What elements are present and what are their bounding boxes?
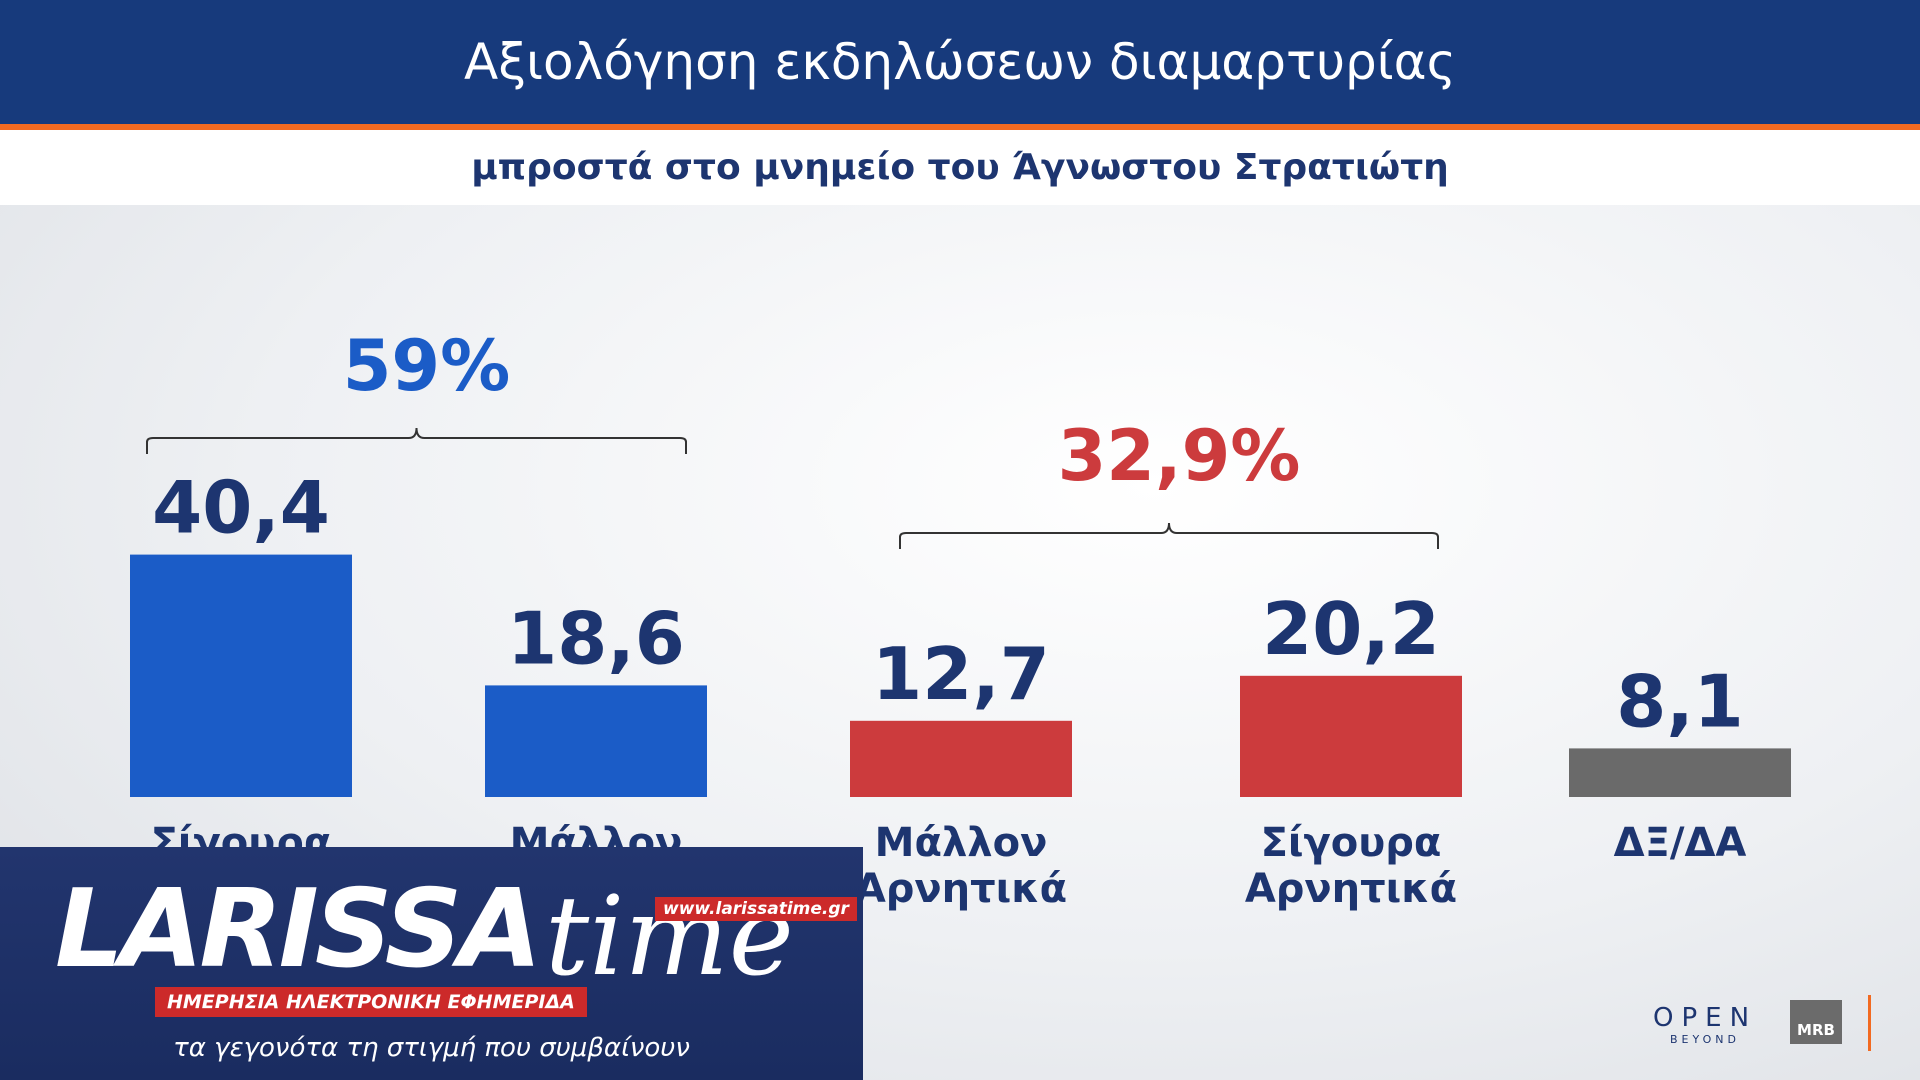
logo-script: time [545,872,794,1000]
value-label: 20,2 [1262,587,1440,671]
brand-mrb: MRB [1790,1000,1842,1044]
logo-tagline: ΗΜΕΡΗΣΙΑ ΗΛΕΚΤΡΟΝΙΚΗ ΕΦΗΜΕΡΙΔΑ [155,987,587,1017]
logo-text: LARISSA [55,867,542,992]
bar [485,685,707,797]
value-label: 8,1 [1616,659,1744,743]
bar [1569,748,1791,797]
category-label: ΔΞ/ΔΑ [1613,820,1747,866]
bar [130,554,352,797]
value-label: 12,7 [872,632,1050,716]
logo-overlay: LARISSA time www.larissatime.gr ΗΜΕΡΗΣΙΑ… [0,847,863,1080]
value-label: 18,6 [507,596,685,680]
group-label: 59% [343,325,511,407]
accent-stripe [0,124,1920,130]
title: Αξιολόγηση εκδηλώσεων διαμαρτυρίας [0,0,1920,124]
brand-beyond: BEYOND [1670,1033,1740,1046]
category-label: Μάλλον Αρνητικά [854,820,1068,912]
group-brace [146,427,687,454]
logo-slogan: τα γεγονότα τη στιγμή που συμβαίνουν [173,1033,690,1063]
group-brace [899,522,1439,549]
brand-divider [1868,995,1871,1051]
group-label: 32,9% [1058,415,1301,497]
value-label: 40,4 [152,466,330,550]
bar [1240,675,1462,797]
logo-url: www.larissatime.gr [655,897,857,921]
bar [850,720,1072,797]
category-label: Σίγουρα Αρνητικά [1244,820,1458,912]
brand-open: OPEN [1653,1003,1758,1033]
subtitle: μπροστά στο μνημείο του Άγνωστου Στρατιώ… [0,130,1920,205]
